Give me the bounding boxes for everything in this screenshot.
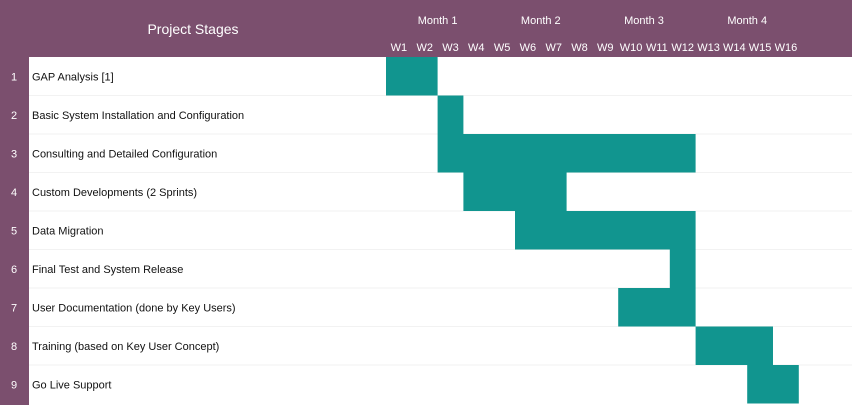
task-bar-4 [463,172,567,211]
month-header-2: Month 2 [521,15,561,27]
task-number: 3 [11,148,17,160]
week-header-12: W12 [671,42,694,54]
task-number: 8 [11,341,17,353]
task-bar-9 [747,365,799,404]
task-bar-3 [437,134,696,173]
week-header-5: W5 [494,42,511,54]
task-bars [386,57,799,404]
task-label: Go Live Support [32,379,112,391]
week-header-15: W15 [749,42,772,54]
task-number: 9 [11,379,17,391]
task-label: User Documentation (done by Key Users) [32,302,236,314]
week-header-2: W2 [416,42,433,54]
week-header-13: W13 [697,42,720,54]
task-label: Training (based on Key User Concept) [32,341,219,353]
week-headers: W1 W2 W3 W4 W5 W6 W7 W8 W9 W10 W11 W12 W13 W14 W15 W16 [391,42,798,54]
week-header-6: W6 [520,42,537,54]
week-header-7: W7 [545,42,562,54]
week-header-10: W10 [620,42,643,54]
week-header-1: W1 [391,42,408,54]
task-number: 4 [11,187,17,199]
month-header-3: Month 3 [624,15,664,27]
task-label: Basic System Installation and Configurat… [32,110,244,122]
week-header-3: W3 [442,42,459,54]
task-bar-8 [695,326,773,365]
week-header-4: W4 [468,42,485,54]
task-number: 1 [11,71,17,83]
project-stages-title: Project Stages [147,21,238,37]
task-bar-5 [515,211,696,250]
task-number: 6 [11,264,17,276]
week-header-11: W11 [646,42,668,54]
task-bar-2 [437,95,464,134]
task-label: Custom Developments (2 Sprints) [32,187,197,199]
task-bar-1 [386,57,438,96]
task-label: Consulting and Detailed Configuration [32,148,217,160]
task-number: 7 [11,302,17,314]
task-number: 2 [11,110,17,122]
task-label: Final Test and System Release [32,264,183,276]
task-label: GAP Analysis [1] [32,71,114,83]
number-column-background [0,57,29,405]
month-header-4: Month 4 [727,15,767,27]
task-label: Data Migration [32,225,104,237]
task-bar-6 [669,249,696,288]
week-header-8: W8 [571,42,588,54]
week-header-14: W14 [723,42,746,54]
task-number: 5 [11,225,17,237]
task-bar-7 [618,288,696,327]
month-header-1: Month 1 [418,15,458,27]
header-background [0,0,852,57]
week-header-16: W16 [775,42,798,54]
month-headers: Month 1 Month 2 Month 3 Month 4 [418,15,767,27]
week-header-9: W9 [597,42,614,54]
